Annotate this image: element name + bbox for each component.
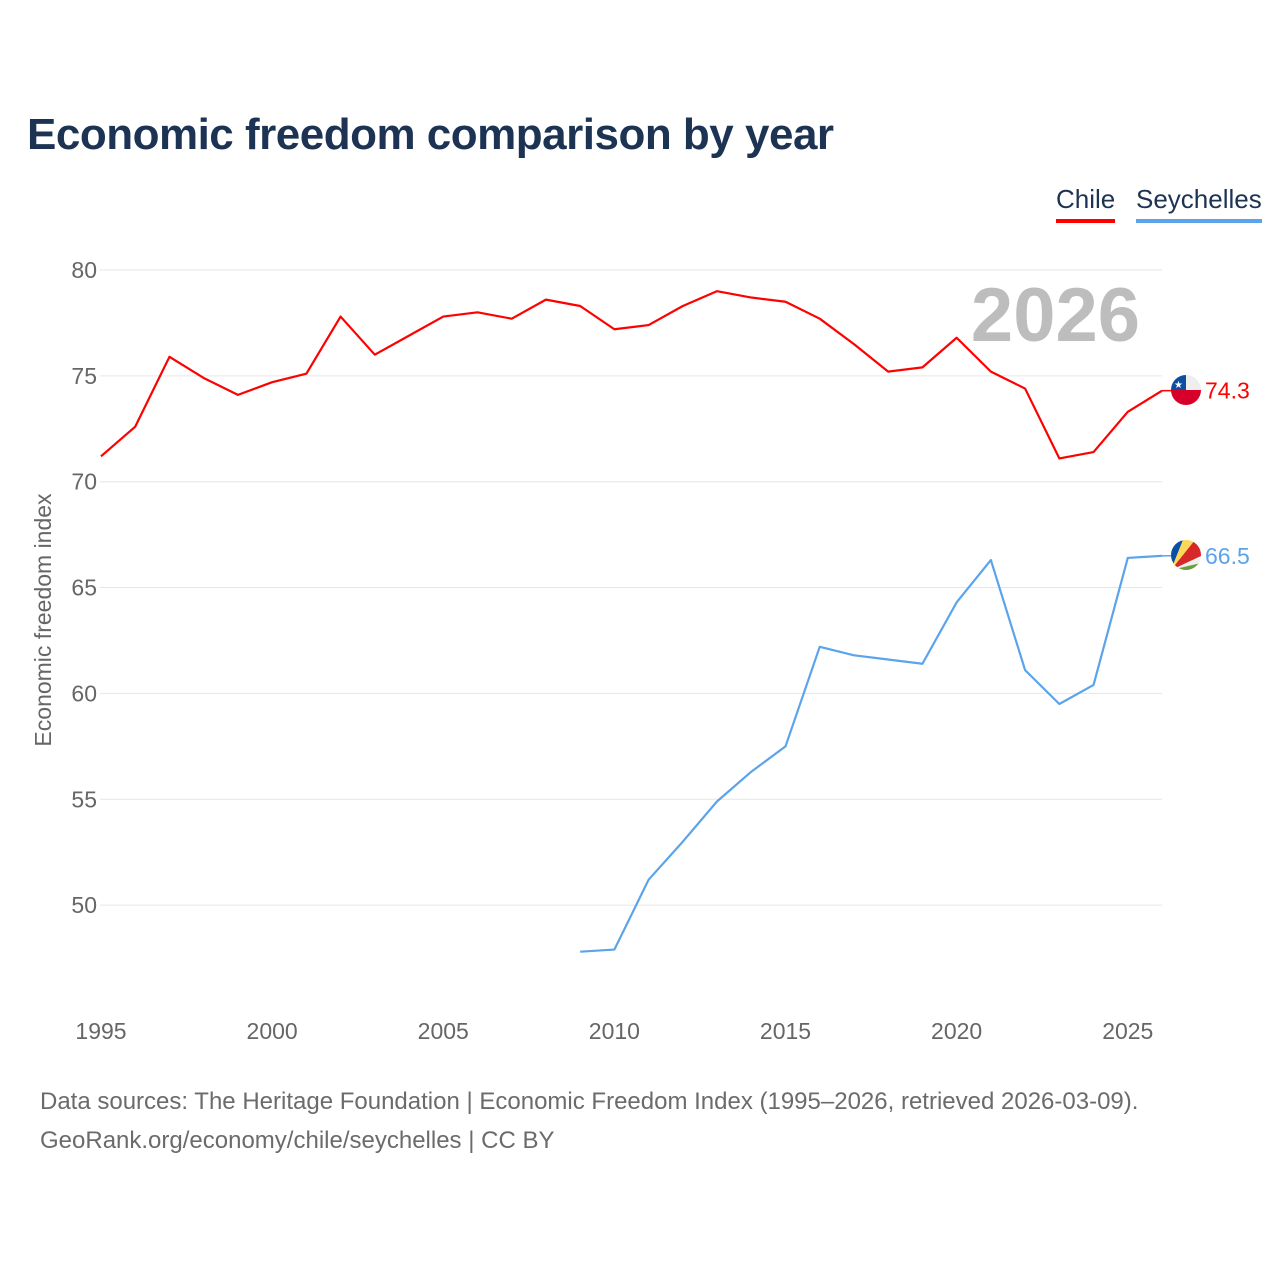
x-tick-label: 2025 — [1102, 1018, 1153, 1044]
chile-line — [100, 290, 1163, 460]
y-tick-label: 50 — [71, 892, 97, 918]
y-tick-label: 65 — [71, 575, 97, 601]
y-tick-label: 80 — [71, 257, 97, 283]
x-tick-label: 2005 — [418, 1018, 469, 1044]
y-axis-label: Economic freedom index — [30, 493, 56, 747]
legend-item-seychelles[interactable]: Seychelles — [1136, 184, 1262, 223]
seychelles-end-label: 66.5 — [1205, 543, 1250, 569]
chile-flag-icon: ★ — [1171, 375, 1201, 405]
legend-item-chile[interactable]: Chile — [1056, 184, 1116, 223]
y-tick-label: 60 — [71, 680, 97, 706]
chile-end-label: 74.3 — [1205, 378, 1250, 404]
x-tick-label: 2010 — [589, 1018, 640, 1044]
svg-text:★: ★ — [1174, 380, 1183, 391]
y-tick-label: 75 — [71, 363, 97, 389]
seychelles-flag-icon — [1171, 540, 1201, 570]
year-annotation: 2026 — [971, 273, 1140, 358]
footer-attribution: GeoRank.org/economy/chile/seychelles | C… — [40, 1127, 555, 1154]
y-tick-label: 55 — [71, 786, 97, 812]
x-tick-label: 2020 — [931, 1018, 982, 1044]
seychelles-line — [580, 554, 1163, 953]
y-tick-label: 70 — [71, 469, 97, 495]
footer-sources: Data sources: The Heritage Foundation | … — [40, 1088, 1139, 1115]
x-tick-label: 1995 — [75, 1018, 126, 1044]
x-tick-label: 2015 — [760, 1018, 811, 1044]
chart-title: Economic freedom comparison by year — [27, 110, 834, 159]
x-tick-label: 2000 — [247, 1018, 298, 1044]
